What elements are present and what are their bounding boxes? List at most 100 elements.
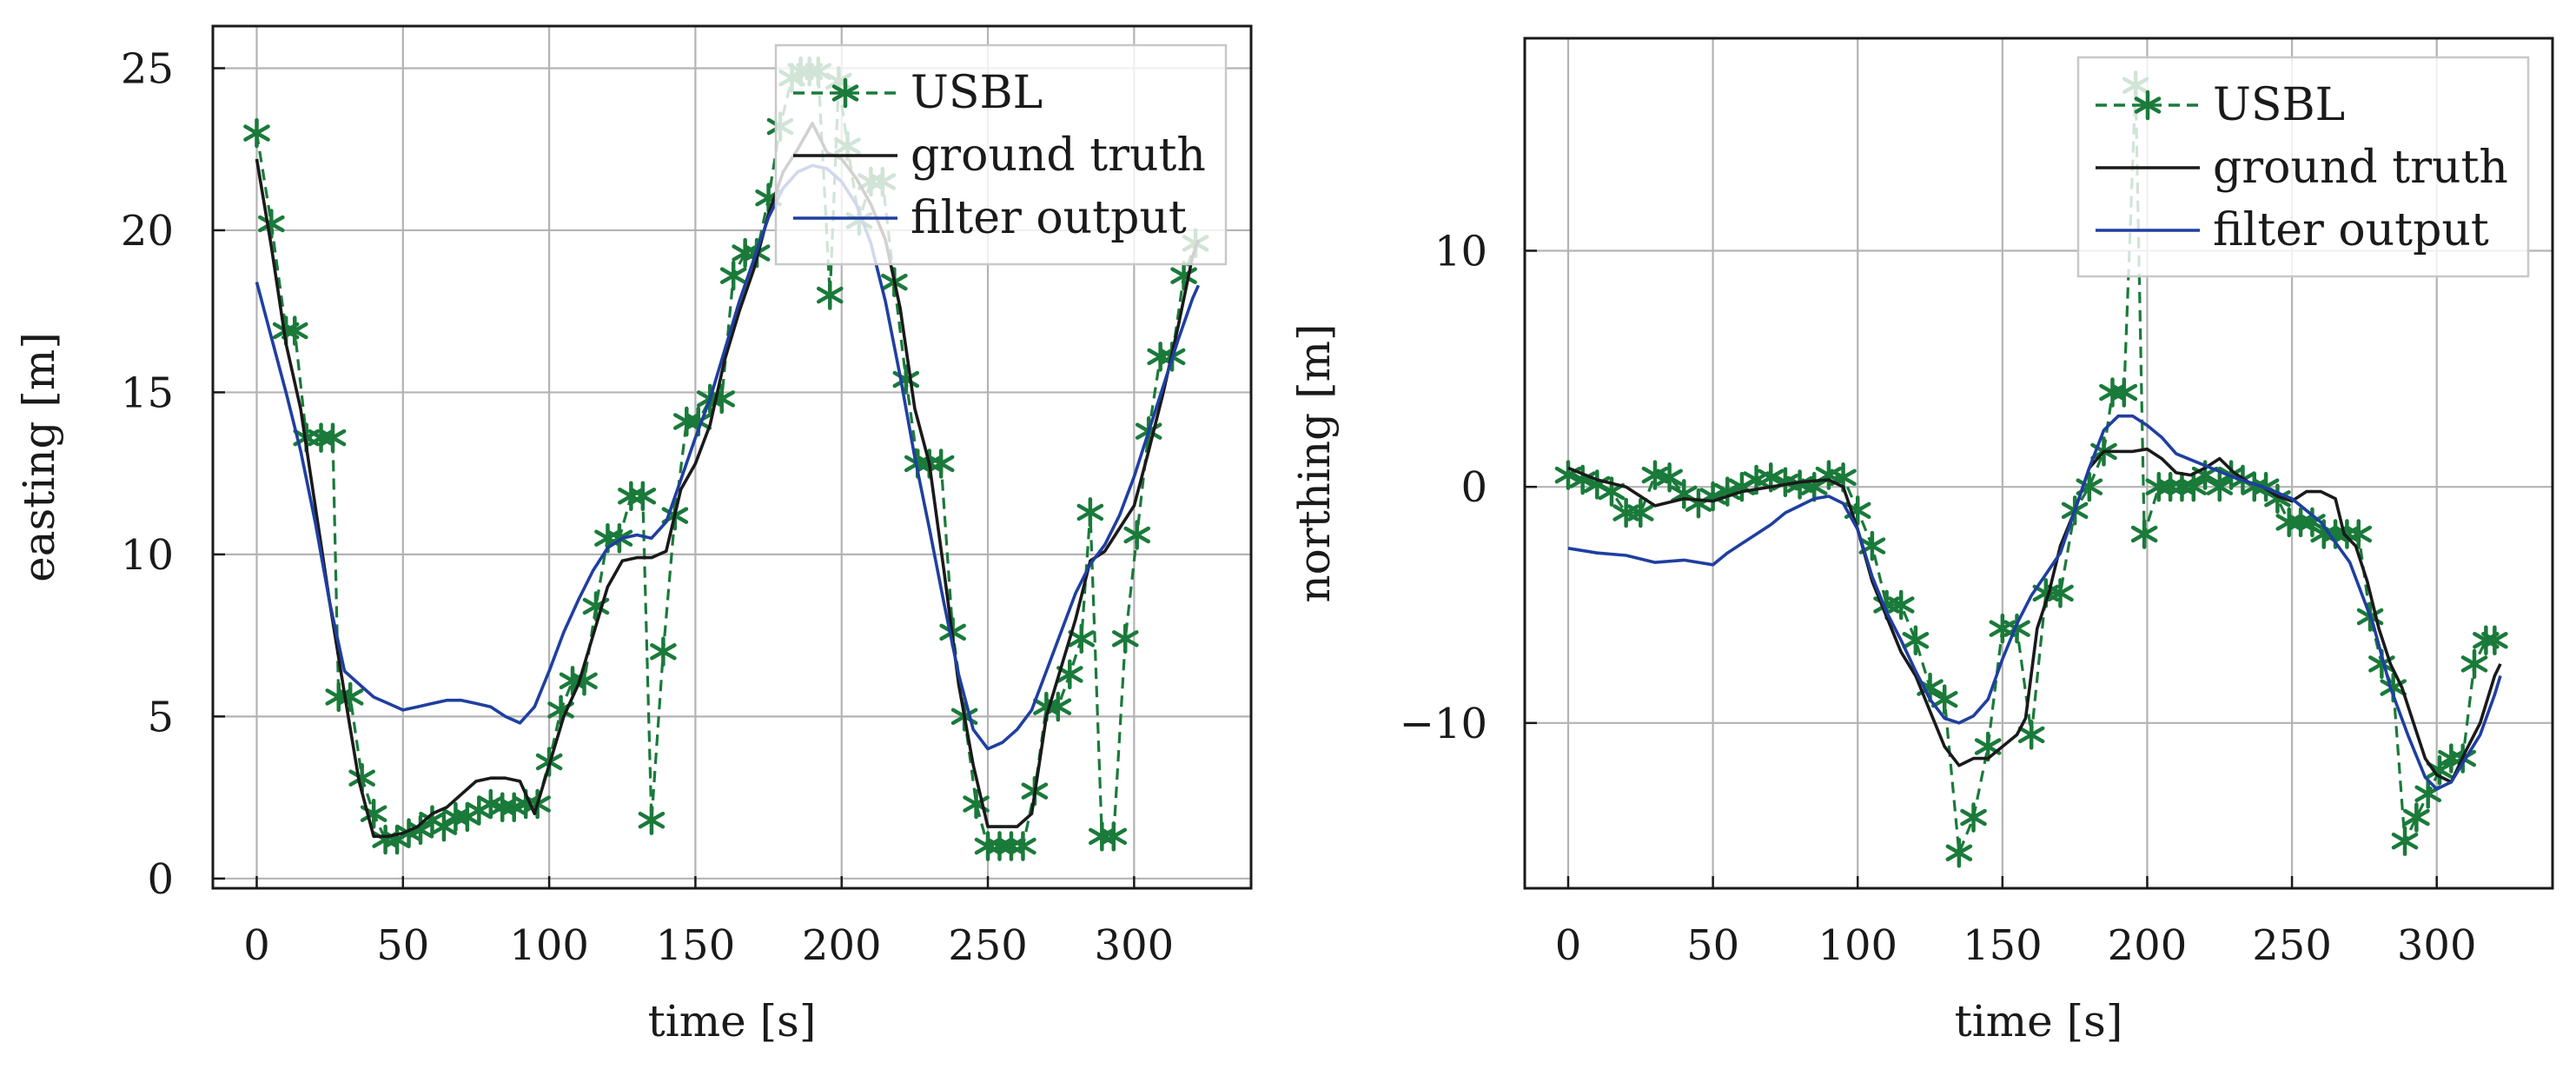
usbl-marker <box>1123 520 1151 550</box>
asterisk-stroke <box>2003 620 2030 637</box>
y-axis-label: northing [m] <box>1289 323 1340 602</box>
y-tick-label: 20 <box>121 207 174 256</box>
legend-label: USBL <box>2213 79 2345 131</box>
plot-frame <box>211 24 1253 890</box>
usbl-marker <box>1960 802 1987 833</box>
x-tick-label: 200 <box>802 921 882 970</box>
asterisk-stroke <box>685 413 712 430</box>
x-tick-label: 300 <box>2397 921 2477 970</box>
usbl-marker <box>2403 802 2430 833</box>
asterisk-stroke <box>1974 738 2002 755</box>
usbl-marker <box>2481 625 2508 655</box>
usbl-marker <box>638 805 666 835</box>
asterisk-stroke <box>2130 525 2158 543</box>
usbl-marker <box>2460 648 2488 680</box>
asterisk-stroke <box>2391 832 2419 850</box>
usbl-marker <box>2206 471 2234 502</box>
x-tick-label: 150 <box>656 921 736 970</box>
asterisk-stroke <box>2481 632 2508 649</box>
asterisk-stroke <box>430 818 458 835</box>
x-tick-label: 250 <box>948 921 1028 970</box>
usbl-marker <box>816 280 844 310</box>
usbl-marker <box>629 481 657 512</box>
usbl-marker <box>719 260 747 291</box>
y-axis-label: easting [m] <box>14 332 64 582</box>
asterisk-stroke <box>638 811 666 829</box>
usbl-marker <box>2003 613 2030 644</box>
usbl-marker <box>2180 471 2208 502</box>
asterisk-stroke <box>2047 584 2074 602</box>
asterisk-stroke <box>407 821 434 839</box>
asterisk-stroke <box>1111 630 1139 648</box>
x-tick-label: 100 <box>1818 921 1897 970</box>
usbl-marker <box>243 117 270 149</box>
asterisk-stroke <box>319 428 347 447</box>
asterisk-stroke <box>2345 525 2373 543</box>
asterisk-stroke <box>927 455 955 473</box>
plot-area <box>1554 70 2508 868</box>
legend-label: ground truth <box>911 130 1206 182</box>
asterisk-stroke <box>606 529 633 547</box>
x-tick-label: 0 <box>1555 921 1582 970</box>
chart-northing: 0 50 100 150 200 250 300 −10 0 10 time [s] northing… <box>1289 37 2554 1046</box>
legend: USBL ground truth filter output <box>774 43 1228 266</box>
asterisk-stroke <box>2426 761 2453 779</box>
usbl-marker <box>1887 589 1915 621</box>
usbl-marker <box>2017 720 2045 750</box>
x-tick-label: 100 <box>509 921 589 970</box>
usbl-marker <box>2391 826 2419 856</box>
asterisk-stroke <box>1713 482 1741 501</box>
asterisk-stroke <box>2180 478 2208 495</box>
usbl-marker <box>1974 731 2002 762</box>
asterisk-stroke <box>1757 468 1785 487</box>
y-tick-label: 0 <box>1460 463 1487 512</box>
asterisk-stroke <box>2017 726 2045 744</box>
asterisk-stroke <box>2460 655 2488 673</box>
usbl-marker <box>1945 838 1973 868</box>
asterisk-stroke <box>892 370 920 389</box>
asterisk-stroke <box>1902 632 1930 649</box>
usbl-marker <box>319 422 347 453</box>
usbl-marker <box>1068 623 1096 654</box>
series-line-filter-output <box>1567 414 2502 791</box>
usbl-marker <box>1713 476 1741 507</box>
plot-frame <box>1523 37 2554 890</box>
series-line-ground-truth <box>255 122 1201 839</box>
asterisk-stroke <box>2191 466 2219 484</box>
x-tick-label: 250 <box>2252 921 2332 970</box>
asterisk-stroke <box>629 488 657 505</box>
usbl-marker <box>547 694 574 726</box>
x-tick-label: 300 <box>1095 921 1175 970</box>
usbl-marker <box>1010 831 1036 861</box>
asterisk-stroke <box>1598 482 1626 501</box>
legend-label: USBL <box>911 67 1043 119</box>
usbl-marker <box>927 448 955 479</box>
usbl-marker <box>1626 497 1654 528</box>
usbl-marker <box>258 209 285 239</box>
x-tick-label: 0 <box>243 921 270 970</box>
usbl-marker <box>1656 462 1683 493</box>
usbl-marker <box>1902 625 1930 655</box>
series-line-ground-truth <box>1567 447 2502 784</box>
asterisk-stroke <box>816 286 844 304</box>
usbl-marker <box>650 636 677 668</box>
legend-label: filter output <box>911 192 1187 244</box>
asterisk-stroke <box>1068 630 1096 648</box>
y-tick-label: 10 <box>1434 228 1487 276</box>
asterisk-stroke <box>1960 808 1987 827</box>
asterisk-stroke <box>2206 478 2234 495</box>
asterisk-stroke <box>1887 596 1915 614</box>
asterisk-stroke <box>1170 267 1197 284</box>
usbl-marker <box>407 814 434 846</box>
asterisk-stroke <box>1044 698 1072 715</box>
asterisk-stroke <box>1626 504 1654 521</box>
asterisk-stroke <box>2110 383 2138 402</box>
asterisk-stroke <box>1123 526 1151 544</box>
usbl-marker <box>606 522 633 554</box>
x-tick-label: 200 <box>2108 921 2188 970</box>
asterisk-stroke <box>1945 844 1973 861</box>
asterisk-stroke <box>719 267 747 284</box>
y-tick-label: 0 <box>147 855 174 904</box>
asterisk-stroke <box>963 795 990 813</box>
